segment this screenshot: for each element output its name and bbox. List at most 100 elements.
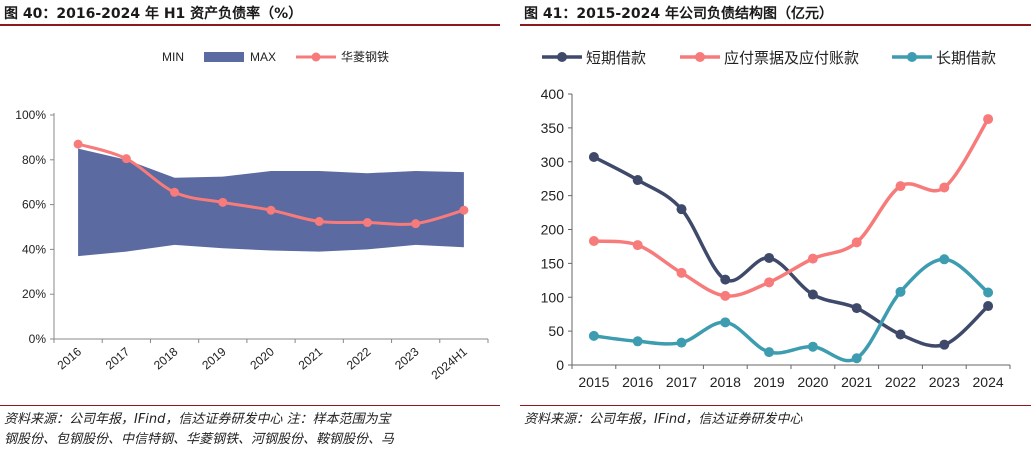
legend-marker-0 [557,52,567,62]
series-point-1 [983,114,994,125]
x-tick-label: 2022 [344,344,374,372]
series-point-0 [632,175,643,186]
series-point-2 [632,336,643,347]
x-tick-label: 2015 [578,374,609,390]
legend-label-hualing: 华菱钢铁 [341,50,389,64]
hualing-point [362,218,372,228]
y-tick-label: 200 [541,222,565,238]
series-point-1 [588,236,599,247]
series-point-2 [720,317,731,328]
x-tick-label: 2018 [710,374,741,390]
debt-structure-chart: 0 50 100 150 200 250 300 350 400 2015 2016 2017 2018… [541,49,1011,390]
series-point-1 [807,253,818,264]
y-tick-label: 0 [556,357,564,373]
series-line-0 [593,155,990,348]
hualing-point [170,187,180,197]
x-tick-label: 2017 [103,344,133,372]
source-note: 资料来源：公司年报，IFind，信达证券研发中心 [524,410,802,430]
series-point-0 [807,289,818,300]
hualing-point [266,205,276,215]
x-tick-label: 2024H1 [429,344,470,382]
note-rule [520,405,1031,406]
y-tick-label: 40% [22,242,46,256]
hualing-point [314,216,324,226]
series-point-1 [939,182,950,193]
chart-title: 图 41：2015-2024 年公司负债结构图（亿元） [524,6,833,22]
legend-swatch-max [204,52,244,62]
chart-panel-debt-ratio: 图 40：2016-2024 年 H1 资产负债率（%） 0% 20% 40% 60%… [0,0,505,447]
source-note-line: 资料来源：公司年报，IFind，信达证券研发中心 注：样本范围为宝 [4,412,391,427]
x-tick-label: 2019 [199,344,229,372]
x-tick-label: 2023 [392,344,422,372]
series-point-2 [895,286,906,297]
series-point-0 [588,152,599,163]
series-point-0 [983,301,994,312]
series-point-1 [764,277,775,288]
x-tick-label: 2017 [666,374,697,390]
source-note-line: 资料来源：公司年报，IFind，信达证券研发中心 [524,412,803,427]
series-point-2 [939,254,950,265]
legend-label-2: 长期借款 [936,50,996,67]
x-tick-label: 2023 [929,374,960,390]
max-min-band [78,148,464,257]
series-point-0 [720,274,731,285]
x-tick-label: 2016 [55,344,85,372]
x-tick-label: 2016 [622,374,653,390]
x-tick-label: 2020 [797,374,828,390]
series-point-1 [632,240,643,251]
series-point-2 [983,287,994,298]
y-tick-label: 100% [15,108,46,122]
y-tick-label: 150 [541,255,565,271]
source-note-line: 钢股份、包钢股份、中信特钢、华菱钢铁、河钢股份、鞍钢股份、马 [4,432,395,447]
legend-marker-2 [907,52,917,62]
series-point-2 [676,337,687,348]
legend-marker-1 [695,52,705,62]
x-tick-label: 2019 [754,374,785,390]
hualing-point [411,219,421,229]
series-point-1 [676,267,687,278]
series-line-2 [593,257,990,363]
x-tick-label: 2022 [885,374,916,390]
source-note: 资料来源：公司年报，IFind，信达证券研发中心 注：样本范围为宝 钢股份、包钢… [4,410,394,450]
series-point-2 [807,341,818,352]
y-tick-label: 20% [22,287,46,301]
x-tick-label: 2024 [973,374,1004,390]
series-point-2 [764,347,775,358]
y-tick-label: 0% [29,332,47,346]
series-point-2 [851,353,862,364]
y-tick-label: 350 [541,120,565,136]
series-point-2 [588,330,599,341]
y-tick-label: 60% [22,198,46,212]
y-tick-label: 400 [541,86,565,102]
debt-ratio-chart: 0% 20% 40% 60% 80% 100% 2016 2017 2018 2019 2020 20… [15,50,489,382]
y-tick-label: 100 [541,289,565,305]
chart-title: 图 40：2016-2024 年 H1 资产负债率（%） [4,6,303,22]
legend-marker-hualing [311,52,321,62]
series-point-0 [764,252,775,263]
title-rule [0,24,500,26]
series-point-0 [895,329,906,340]
chart-panel-debt-structure: 图 41：2015-2024 年公司负债结构图（亿元） 0 50 100 150 200… [520,0,1031,445]
x-tick-label: 2021 [296,344,326,372]
x-tick-label: 2020 [247,344,277,372]
x-tick-label: 2018 [151,344,181,372]
hualing-point [218,197,228,207]
series-point-0 [676,204,687,215]
series-point-1 [895,181,906,192]
series-point-0 [939,339,950,350]
x-tick-label: 2021 [841,374,872,390]
legend-label-min: MIN [162,50,184,64]
y-tick-label: 300 [541,154,565,170]
series-line-1 [593,118,990,298]
hualing-point [121,154,131,164]
y-tick-label: 250 [541,188,565,204]
y-tick-label: 50 [548,323,564,339]
note-rule [0,405,500,406]
title-rule [520,24,1031,26]
legend-label-max: MAX [250,50,276,64]
legend-label-1: 应付票据及应付账款 [724,49,859,67]
hualing-point [459,205,469,215]
series-point-1 [851,237,862,248]
series-point-1 [720,290,731,301]
hualing-point [73,139,83,149]
